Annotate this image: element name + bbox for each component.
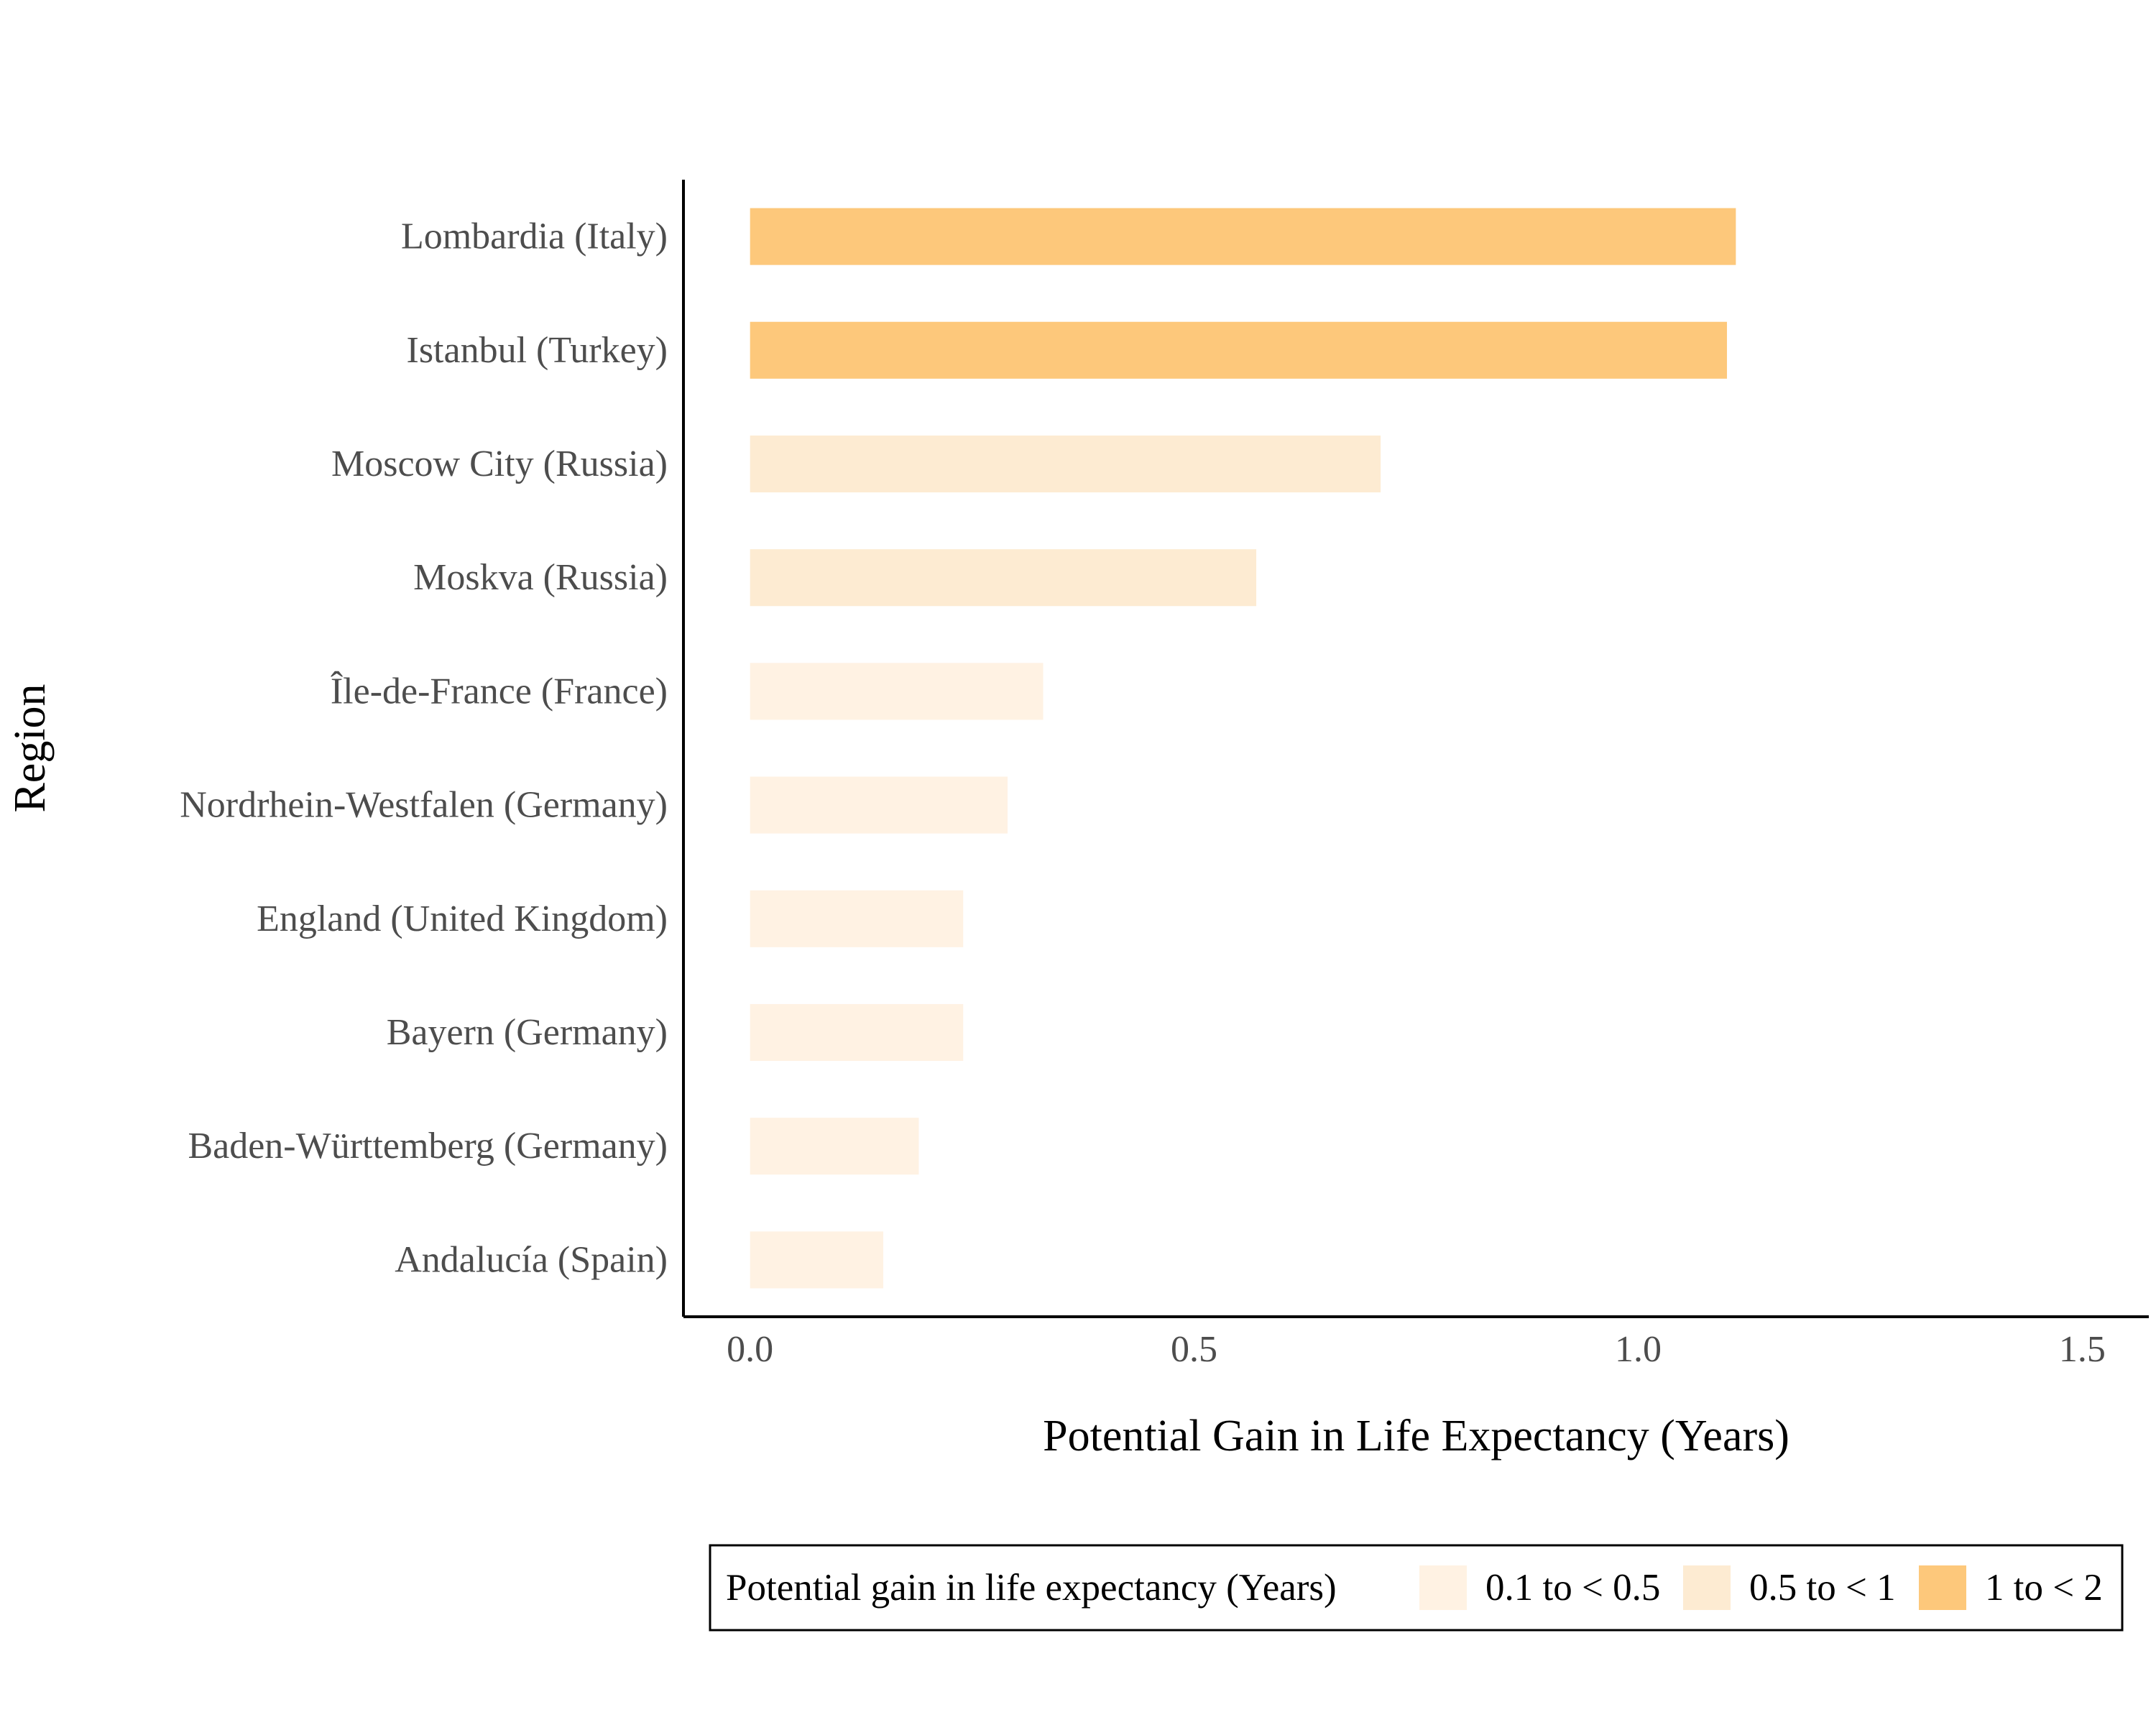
x-tick-label: 1.5	[2059, 1329, 2106, 1370]
y-tick-label: England (United Kingdom)	[257, 898, 668, 939]
y-tick-label: Andalucía (Spain)	[395, 1239, 668, 1280]
bar	[750, 1118, 919, 1175]
bar	[750, 1231, 884, 1289]
legend-key	[1919, 1565, 1966, 1610]
bar	[750, 776, 1008, 834]
bar	[750, 208, 1736, 265]
y-tick-labels: Lombardia (Italy) Istanbul (Turkey) Moscow…	[180, 216, 668, 1281]
legend-key	[1683, 1565, 1731, 1610]
legend-label: 0.1 to < 0.5	[1485, 1567, 1660, 1609]
legend-key	[1419, 1565, 1467, 1610]
x-tick-label: 0.5	[1171, 1329, 1217, 1370]
bar	[750, 321, 1728, 379]
y-tick-label: Lombardia (Italy)	[401, 216, 668, 257]
legend-label: 0.5 to < 1	[1749, 1567, 1896, 1609]
y-tick-label: Istanbul (Turkey)	[407, 330, 668, 371]
legend-title: Potential gain in life expectancy (Years…	[726, 1567, 1337, 1609]
x-tick-label: 0.0	[727, 1329, 773, 1370]
y-tick-label: Baden-Württemberg (Germany)	[188, 1126, 668, 1167]
bars-group	[750, 208, 1736, 1289]
bar	[750, 549, 1257, 607]
legend-entries: 0.1 to < 0.5 0.5 to < 1 1 to < 2	[1419, 1565, 2103, 1610]
legend: Potential gain in life expectancy (Years…	[709, 1544, 2124, 1632]
y-tick-label: Moskva (Russia)	[413, 557, 668, 598]
y-tick-label: Bayern (Germany)	[387, 1012, 668, 1053]
bar	[750, 663, 1044, 720]
y-tick-label: Nordrhein-Westfalen (Germany)	[180, 785, 668, 826]
legend-label: 1 to < 2	[1985, 1567, 2103, 1609]
bar	[750, 890, 964, 947]
bar	[750, 435, 1381, 493]
y-tick-label: Moscow City (Russia)	[331, 443, 668, 484]
x-axis-title: Potential Gain in Life Expectancy (Years…	[1043, 1412, 1789, 1460]
legend-box	[709, 1544, 2124, 1632]
y-axis-title: Region	[6, 684, 55, 812]
y-tick-label: Île-de-France (France)	[331, 670, 668, 712]
bar	[750, 1003, 964, 1062]
x-tick-labels: 0.0 0.5 1.0 1.5	[727, 1329, 2106, 1370]
x-tick-label: 1.0	[1615, 1329, 1662, 1370]
